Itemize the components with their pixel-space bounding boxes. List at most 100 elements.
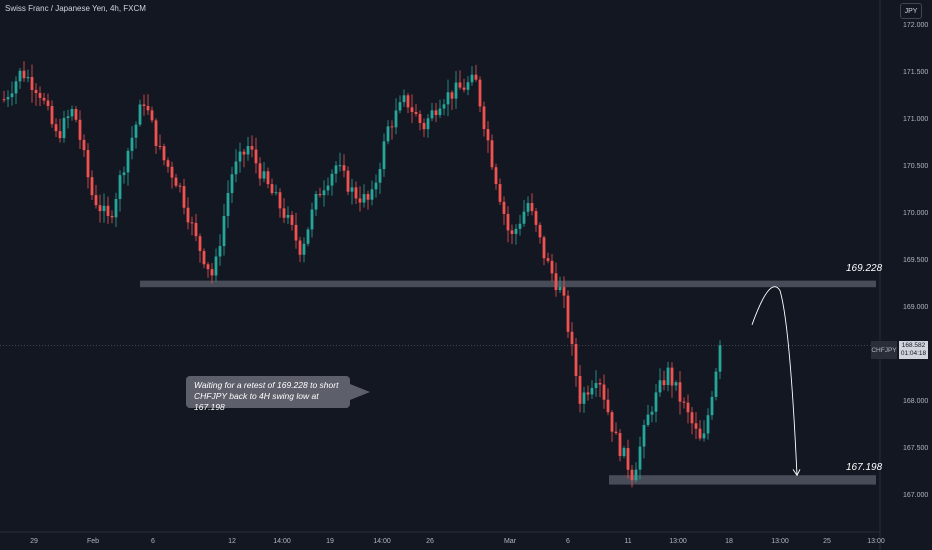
candle-body: [486, 129, 490, 141]
candle-body: [210, 269, 214, 276]
candle-body: [502, 201, 506, 214]
candle-body: [658, 380, 662, 393]
candle-body: [302, 243, 306, 255]
x-tick-label: 19: [326, 538, 334, 545]
candle-body: [638, 446, 642, 470]
candle-body: [362, 194, 366, 203]
candle-body: [106, 205, 110, 216]
y-tick-label: 170.500: [903, 163, 928, 170]
candle-body: [566, 295, 570, 332]
candle-body: [550, 260, 554, 274]
candle-body: [122, 172, 126, 176]
candle-body: [586, 392, 590, 395]
x-tick-label: 14:00: [373, 538, 391, 545]
candle-body: [534, 211, 538, 225]
candle-body: [142, 104, 146, 106]
candle-body: [474, 74, 478, 80]
candle-body: [358, 198, 362, 203]
candle-body: [98, 205, 102, 212]
candle-body: [542, 237, 546, 259]
y-tick-label: 170.000: [903, 210, 928, 217]
candle-body: [110, 215, 114, 218]
candle-body: [290, 214, 294, 225]
candle-body: [546, 258, 550, 261]
candle-body: [22, 70, 26, 79]
candle-body: [298, 240, 302, 255]
candle-body: [530, 202, 534, 212]
candle-body: [466, 82, 470, 90]
candle-body: [158, 145, 162, 147]
candle-body: [202, 250, 206, 265]
price-tag-symbol: CHFJPY: [871, 341, 897, 359]
candle-body: [526, 202, 530, 212]
candle-body: [630, 469, 634, 481]
candle-body: [538, 224, 542, 238]
candle-body: [250, 146, 254, 150]
candle-body: [82, 139, 86, 151]
candle-body: [678, 382, 682, 402]
y-tick-label: 172.000: [903, 22, 928, 29]
candle-body: [26, 77, 30, 79]
candle-body: [50, 106, 54, 125]
candle-body: [118, 175, 122, 200]
candle-body: [10, 93, 14, 98]
candle-body: [346, 170, 350, 192]
candle-body: [510, 230, 514, 234]
candle-body: [174, 177, 178, 186]
candle-body: [582, 392, 586, 404]
candle-body: [706, 415, 710, 434]
candle-body: [386, 126, 390, 142]
x-tick-label: Mar: [504, 538, 517, 545]
candle-body: [282, 208, 286, 218]
candle-body: [610, 412, 614, 432]
candle-body: [554, 273, 558, 291]
candle-body: [46, 100, 50, 107]
candle-body: [410, 107, 414, 113]
candle-body: [162, 146, 166, 161]
trade-note-line-1: Waiting for a retest of 169.228 to short: [194, 380, 339, 390]
candle-body: [698, 428, 702, 439]
candle-body: [714, 371, 718, 397]
candle-body: [126, 150, 130, 173]
trade-note-pointer: [350, 384, 370, 400]
candle-body: [570, 331, 574, 345]
candle-body: [6, 97, 10, 100]
candle-body: [518, 223, 522, 229]
candle-body: [166, 160, 170, 167]
candle-body: [206, 264, 210, 270]
candle-body: [310, 209, 314, 230]
candle-body: [442, 104, 446, 109]
candle-body: [646, 414, 650, 425]
candle-body: [406, 95, 410, 108]
currency-button[interactable]: JPY: [900, 3, 922, 19]
last-price-tag: CHFJPY 168.582 01:04:18: [871, 341, 928, 359]
candle-body: [718, 345, 722, 372]
candle-body: [350, 187, 354, 192]
candle-body: [494, 167, 498, 185]
candle-body: [578, 376, 582, 404]
candle-body: [42, 97, 46, 101]
candle-body: [274, 192, 278, 194]
candle-body: [134, 124, 138, 138]
candle-body: [374, 182, 378, 190]
candle-body: [654, 392, 658, 412]
candle-body: [626, 448, 630, 470]
candle-body: [634, 469, 638, 481]
candle-body: [430, 110, 434, 119]
y-tick-label: 171.000: [903, 116, 928, 123]
candle-body: [574, 344, 578, 377]
candle-body: [690, 412, 694, 424]
candle-body: [662, 380, 666, 386]
candle-body: [666, 367, 670, 386]
candle-body: [338, 165, 342, 167]
resistance-zone: [140, 280, 876, 288]
candle-body: [322, 190, 326, 196]
candle-body: [30, 77, 34, 90]
projection-arrowhead: [792, 469, 801, 477]
candle-body: [254, 149, 258, 164]
candle-body: [190, 222, 194, 224]
candle-body: [370, 189, 374, 200]
candle-body: [214, 256, 218, 276]
candle-body: [602, 384, 606, 400]
